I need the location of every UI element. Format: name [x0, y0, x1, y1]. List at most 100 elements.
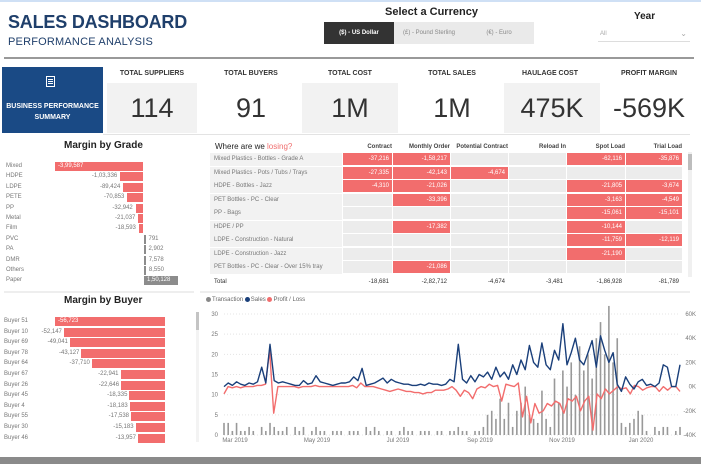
buyer-row[interactable]: Buyer 67 -22,941	[0, 370, 200, 380]
legend-transaction[interactable]: Transaction	[212, 297, 244, 304]
grade-row[interactable]: Paper 1,50,128	[0, 276, 200, 286]
buyer-bar[interactable]	[120, 370, 165, 379]
summary-tile-label: BUSINESS PERFORMANCE SUMMARY	[6, 103, 99, 121]
buyer-bar[interactable]	[55, 317, 165, 326]
currency-usd-button[interactable]: ($) - US Dollar	[324, 22, 394, 44]
grade-bar[interactable]	[120, 172, 143, 182]
scrollbar-thumb[interactable]	[688, 154, 692, 170]
table-cell	[567, 166, 625, 179]
transaction-bar	[520, 402, 522, 435]
right-axis-tick: -40K	[683, 433, 696, 439]
grade-label: Mixed	[6, 163, 23, 169]
buyer-scrollbar[interactable]	[196, 312, 199, 442]
column-header[interactable]: Spot Load	[595, 144, 625, 150]
losing-table-scrollbar[interactable]	[688, 152, 692, 277]
table-row[interactable]: LDPE - Construction - Natural -11,759 -12,…	[210, 234, 685, 247]
buyer-bar[interactable]	[130, 412, 165, 422]
grade-value: -89,424	[99, 183, 121, 190]
year-label: Year	[634, 11, 656, 22]
kpi-value-total-suppliers: 114	[107, 83, 197, 133]
kpi-label-haulage-cost: HAULAGE COST	[522, 70, 578, 77]
buyer-bar[interactable]	[135, 423, 165, 432]
grade-row[interactable]: HDPE -1,03,336	[0, 172, 200, 182]
buyer-value: -13,957	[115, 434, 136, 441]
table-row[interactable]: Mixed Plastics - Bottles - Grade A -37,21…	[210, 153, 685, 166]
losing-table-title: Where are we losing?	[215, 142, 292, 151]
grade-row[interactable]: DMR 7,578	[0, 255, 200, 266]
buyer-bar[interactable]	[63, 327, 165, 337]
table-cell	[567, 261, 625, 273]
grade-row[interactable]: PP -32,942	[0, 203, 200, 214]
buyer-bar[interactable]	[91, 359, 165, 369]
column-header[interactable]: Trial Load	[653, 144, 682, 150]
grade-row[interactable]: Film -18,593	[0, 224, 200, 234]
column-header[interactable]: Reload In	[538, 144, 566, 150]
buyer-row[interactable]: Buyer 46 -13,957	[0, 433, 200, 444]
scrollbar-thumb[interactable]	[196, 312, 199, 330]
table-cell	[451, 180, 508, 192]
grade-value: 1,50,128	[147, 277, 171, 284]
column-header[interactable]: Potential Contract	[456, 144, 508, 150]
table-row[interactable]: HDPE / PP -17,382 -10,144	[210, 220, 685, 234]
table-cell	[451, 220, 508, 233]
table-row[interactable]: PET Bottles - PC - Clear - Over 15% tray…	[210, 261, 685, 274]
grade-row[interactable]: PA 2,902	[0, 245, 200, 255]
grade-bar[interactable]	[144, 266, 146, 275]
grade-bar[interactable]	[135, 203, 143, 213]
chevron-down-icon: ⌄	[680, 29, 687, 38]
grade-row[interactable]: PETE -70,853	[0, 193, 200, 203]
grade-bar[interactable]	[127, 193, 143, 203]
transaction-bar	[516, 410, 518, 435]
transaction-bar	[536, 422, 539, 435]
grade-bar[interactable]	[138, 214, 143, 223]
buyer-row[interactable]: Buyer 69 -49,041	[0, 338, 200, 348]
legend-profit-loss[interactable]: Profit / Loss	[273, 297, 306, 304]
grade-bar[interactable]	[144, 255, 146, 265]
column-header[interactable]: Contract	[367, 144, 392, 150]
currency-eur-button[interactable]: (€) - Euro	[464, 22, 534, 44]
grade-bar[interactable]	[123, 182, 143, 192]
transaction-bar	[641, 414, 644, 435]
grade-bar[interactable]	[144, 234, 146, 244]
table-row[interactable]: LDPE - Construction - Jazz -21,190	[210, 247, 685, 261]
buyer-row[interactable]: Buyer 55 -17,538	[0, 412, 200, 422]
table-row[interactable]: PP - Bags -15,061 -15,101	[210, 207, 685, 220]
buyer-bar[interactable]	[81, 348, 165, 358]
currency-gbp-button[interactable]: (£) - Pound Sterling	[394, 22, 464, 44]
buyer-bar[interactable]	[137, 433, 165, 443]
grade-row[interactable]: Metal -21,037	[0, 214, 200, 224]
column-header[interactable]: Monthly Order	[408, 144, 450, 150]
buyer-bar[interactable]	[129, 391, 165, 401]
grade-bar[interactable]	[144, 245, 146, 255]
grade-row[interactable]: LDPE -89,424	[0, 182, 200, 193]
legend-sales[interactable]: Sales	[250, 297, 266, 304]
buyer-row[interactable]: Buyer 26 -22,646	[0, 380, 200, 391]
buyer-bar[interactable]	[129, 401, 165, 411]
buyer-row[interactable]: Buyer 30 -15,183	[0, 423, 200, 433]
year-dropdown[interactable]: All ⌄	[598, 28, 690, 42]
table-row[interactable]: PET Bottles - PC - Clear -33,396 -3,163 -4,…	[210, 193, 685, 207]
transaction-bar	[503, 418, 506, 435]
buyer-bar[interactable]	[69, 338, 165, 348]
left-axis-tick: 25	[211, 332, 218, 338]
buyer-row[interactable]: Buyer 4 -18,183	[0, 401, 200, 412]
table-row[interactable]: Mixed Plastics - Pots / Tubs / Trays -27,…	[210, 166, 685, 180]
buyer-row[interactable]: Buyer 78 -43,127	[0, 348, 200, 359]
transaction-bar	[490, 410, 493, 435]
buyer-row[interactable]: Buyer 45 -18,335	[0, 391, 200, 401]
grade-bar[interactable]	[55, 162, 143, 171]
x-axis-tick: Sep 2019	[467, 438, 493, 444]
buyer-bar[interactable]	[121, 380, 165, 390]
buyer-row[interactable]: Buyer 64 -37,710	[0, 359, 200, 369]
grade-row[interactable]: PVC 791	[0, 234, 200, 245]
grade-bar[interactable]	[144, 276, 178, 286]
buyer-label: Buyer 46	[4, 434, 29, 441]
buyer-row[interactable]: Buyer 10 -52,147	[0, 327, 200, 338]
table-row[interactable]: HDPE - Bottles - Jazz -4,310 -21,026 -21,80…	[210, 180, 685, 193]
grade-bar[interactable]	[138, 224, 143, 234]
table-cell: -33,396	[393, 193, 450, 206]
business-performance-summary-tile[interactable]: BUSINESS PERFORMANCE SUMMARY	[2, 67, 103, 133]
buyer-row[interactable]: Buyer 51 -56,723	[0, 317, 200, 327]
grade-row[interactable]: Mixed -3,99,587	[0, 162, 200, 172]
grade-row[interactable]: Others 8,550	[0, 266, 200, 276]
